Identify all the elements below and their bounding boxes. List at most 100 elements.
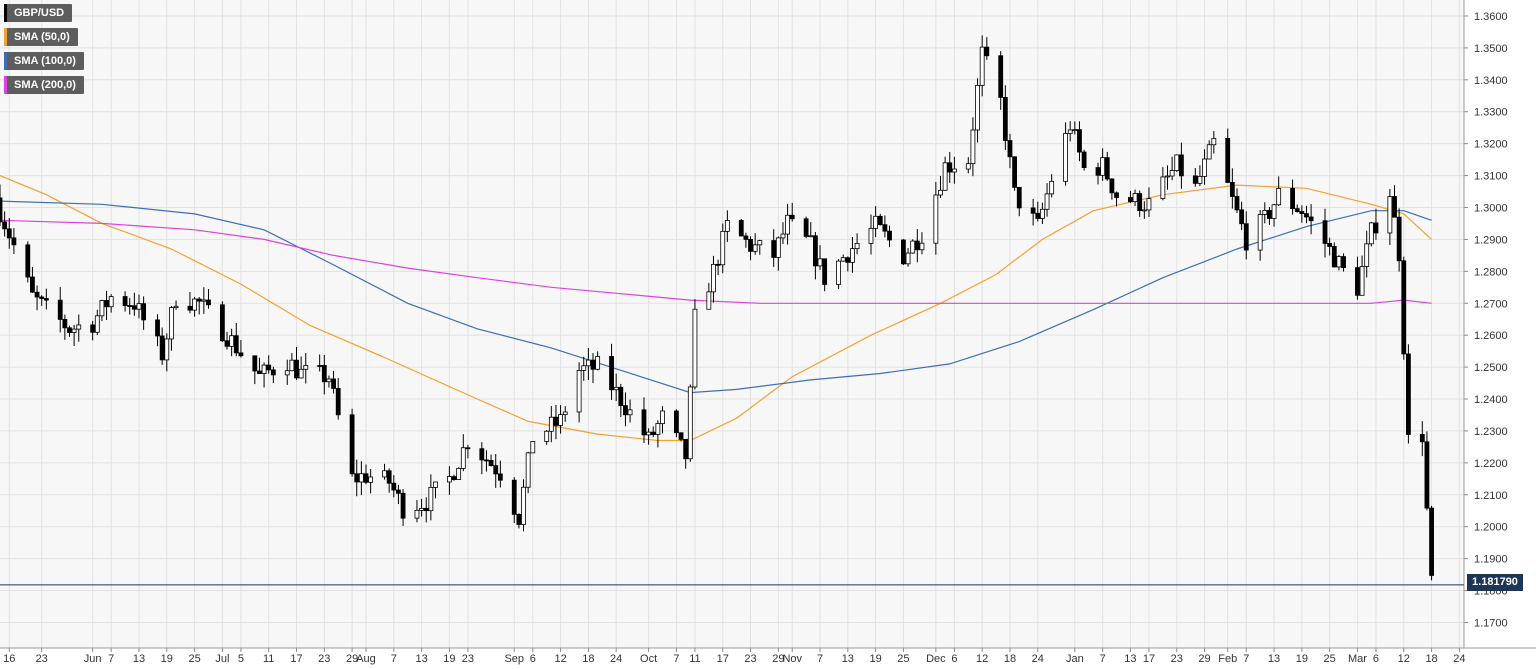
candle-down	[321, 365, 327, 383]
x-tick-label: 19	[161, 653, 173, 665]
candle-down	[1419, 434, 1425, 443]
candle-down	[1304, 213, 1309, 218]
candle-up	[817, 258, 823, 267]
candle-down	[1331, 246, 1337, 268]
candle-down	[396, 489, 401, 494]
candle-up	[1364, 243, 1370, 267]
x-tick-label: 23	[318, 653, 330, 665]
candle-down	[1178, 154, 1184, 177]
candle-down	[1308, 216, 1314, 222]
candle-up	[933, 194, 939, 244]
candle-up	[850, 248, 855, 263]
legend-swatch	[4, 28, 7, 46]
candle-up	[108, 296, 114, 308]
candle-down	[1109, 178, 1115, 194]
x-tick-label: 11	[263, 653, 274, 665]
candle-up	[655, 423, 661, 435]
candle-up	[164, 338, 170, 361]
candle-down	[391, 482, 397, 491]
candle-down	[877, 215, 883, 226]
candle-up	[460, 447, 466, 469]
x-tick-label: 12	[554, 653, 566, 665]
candle-up	[1169, 170, 1175, 177]
candle-up	[970, 129, 976, 165]
candle-down	[233, 335, 239, 354]
candle-up	[303, 365, 309, 370]
candle-up	[1100, 157, 1106, 176]
candle-down	[1225, 137, 1231, 183]
candle-down	[266, 364, 272, 371]
candle-up	[289, 359, 295, 372]
candle-up	[1387, 196, 1393, 234]
candle-down	[224, 340, 230, 347]
x-tick-label: 13	[1268, 653, 1280, 665]
candle-up	[1160, 176, 1166, 200]
candle-up	[1141, 209, 1147, 212]
candle-up	[358, 473, 364, 483]
candle-up	[173, 305, 179, 308]
candle-down	[1341, 256, 1346, 269]
candle-down	[206, 299, 211, 306]
x-tick-label: 25	[1324, 653, 1336, 665]
candle-down	[294, 359, 299, 379]
candle-down	[122, 296, 128, 306]
candle-down	[683, 439, 689, 460]
candle-down	[1327, 243, 1333, 247]
candle-up	[905, 252, 911, 265]
candle-down	[845, 257, 851, 263]
candle-up	[94, 315, 100, 333]
x-tick-label: 5	[238, 653, 244, 665]
candle-down	[1355, 267, 1360, 296]
x-tick-label: 29	[346, 653, 358, 665]
legend-item-sma100[interactable]: SMA (100,0)	[4, 52, 84, 70]
x-tick-label: Feb	[1218, 653, 1237, 665]
candle-up	[1197, 175, 1203, 184]
candle-down	[497, 473, 503, 481]
candle-down	[1429, 507, 1434, 576]
candle-down	[349, 414, 355, 475]
candle-up	[585, 359, 591, 367]
candle-down	[479, 448, 485, 461]
candle-up	[752, 244, 758, 252]
y-tick-label: 1.2700	[1474, 298, 1508, 310]
candle-down	[511, 479, 517, 515]
candle-up	[1146, 198, 1152, 211]
candle-down	[386, 470, 392, 484]
candle-down	[1243, 223, 1249, 251]
candle-down	[1290, 188, 1295, 210]
legend-item-gbpusd[interactable]: GBP/USD	[4, 4, 73, 22]
y-tick-label: 1.3100	[1474, 171, 1508, 183]
legend-item-sma200[interactable]: SMA (200,0)	[4, 76, 84, 94]
legend-label: SMA (100,0)	[14, 55, 76, 67]
candle-up	[581, 365, 587, 371]
legend-item-sma50[interactable]: SMA (50,0)	[4, 28, 78, 46]
candle-up	[910, 240, 916, 254]
candle-down	[1299, 211, 1305, 214]
x-tick-label: 19	[869, 653, 881, 665]
candle-up	[136, 303, 142, 310]
sma-line	[0, 175, 1433, 442]
candle-up	[840, 257, 846, 262]
candle-down	[1016, 186, 1022, 209]
candle-up	[521, 486, 526, 525]
candle-down	[1035, 212, 1041, 219]
candle-up	[1211, 137, 1217, 146]
x-tick-label: 25	[188, 653, 200, 665]
candle-up	[433, 481, 438, 488]
candle-down	[1401, 260, 1407, 355]
legend-swatch	[4, 76, 7, 94]
candle-up	[785, 214, 790, 235]
candle-up	[1067, 129, 1073, 134]
x-tick-label: 23	[36, 653, 48, 665]
x-tick-label: 7	[391, 653, 397, 665]
candle-up	[326, 378, 332, 383]
x-tick-label: 7	[1243, 653, 1249, 665]
x-tick-label: 29	[1198, 653, 1210, 665]
y-tick-label: 1.3400	[1474, 75, 1508, 87]
candle-down	[317, 365, 323, 367]
candle-up	[720, 230, 726, 266]
candle-down	[789, 214, 795, 220]
x-tick-label: Nov	[782, 653, 802, 665]
